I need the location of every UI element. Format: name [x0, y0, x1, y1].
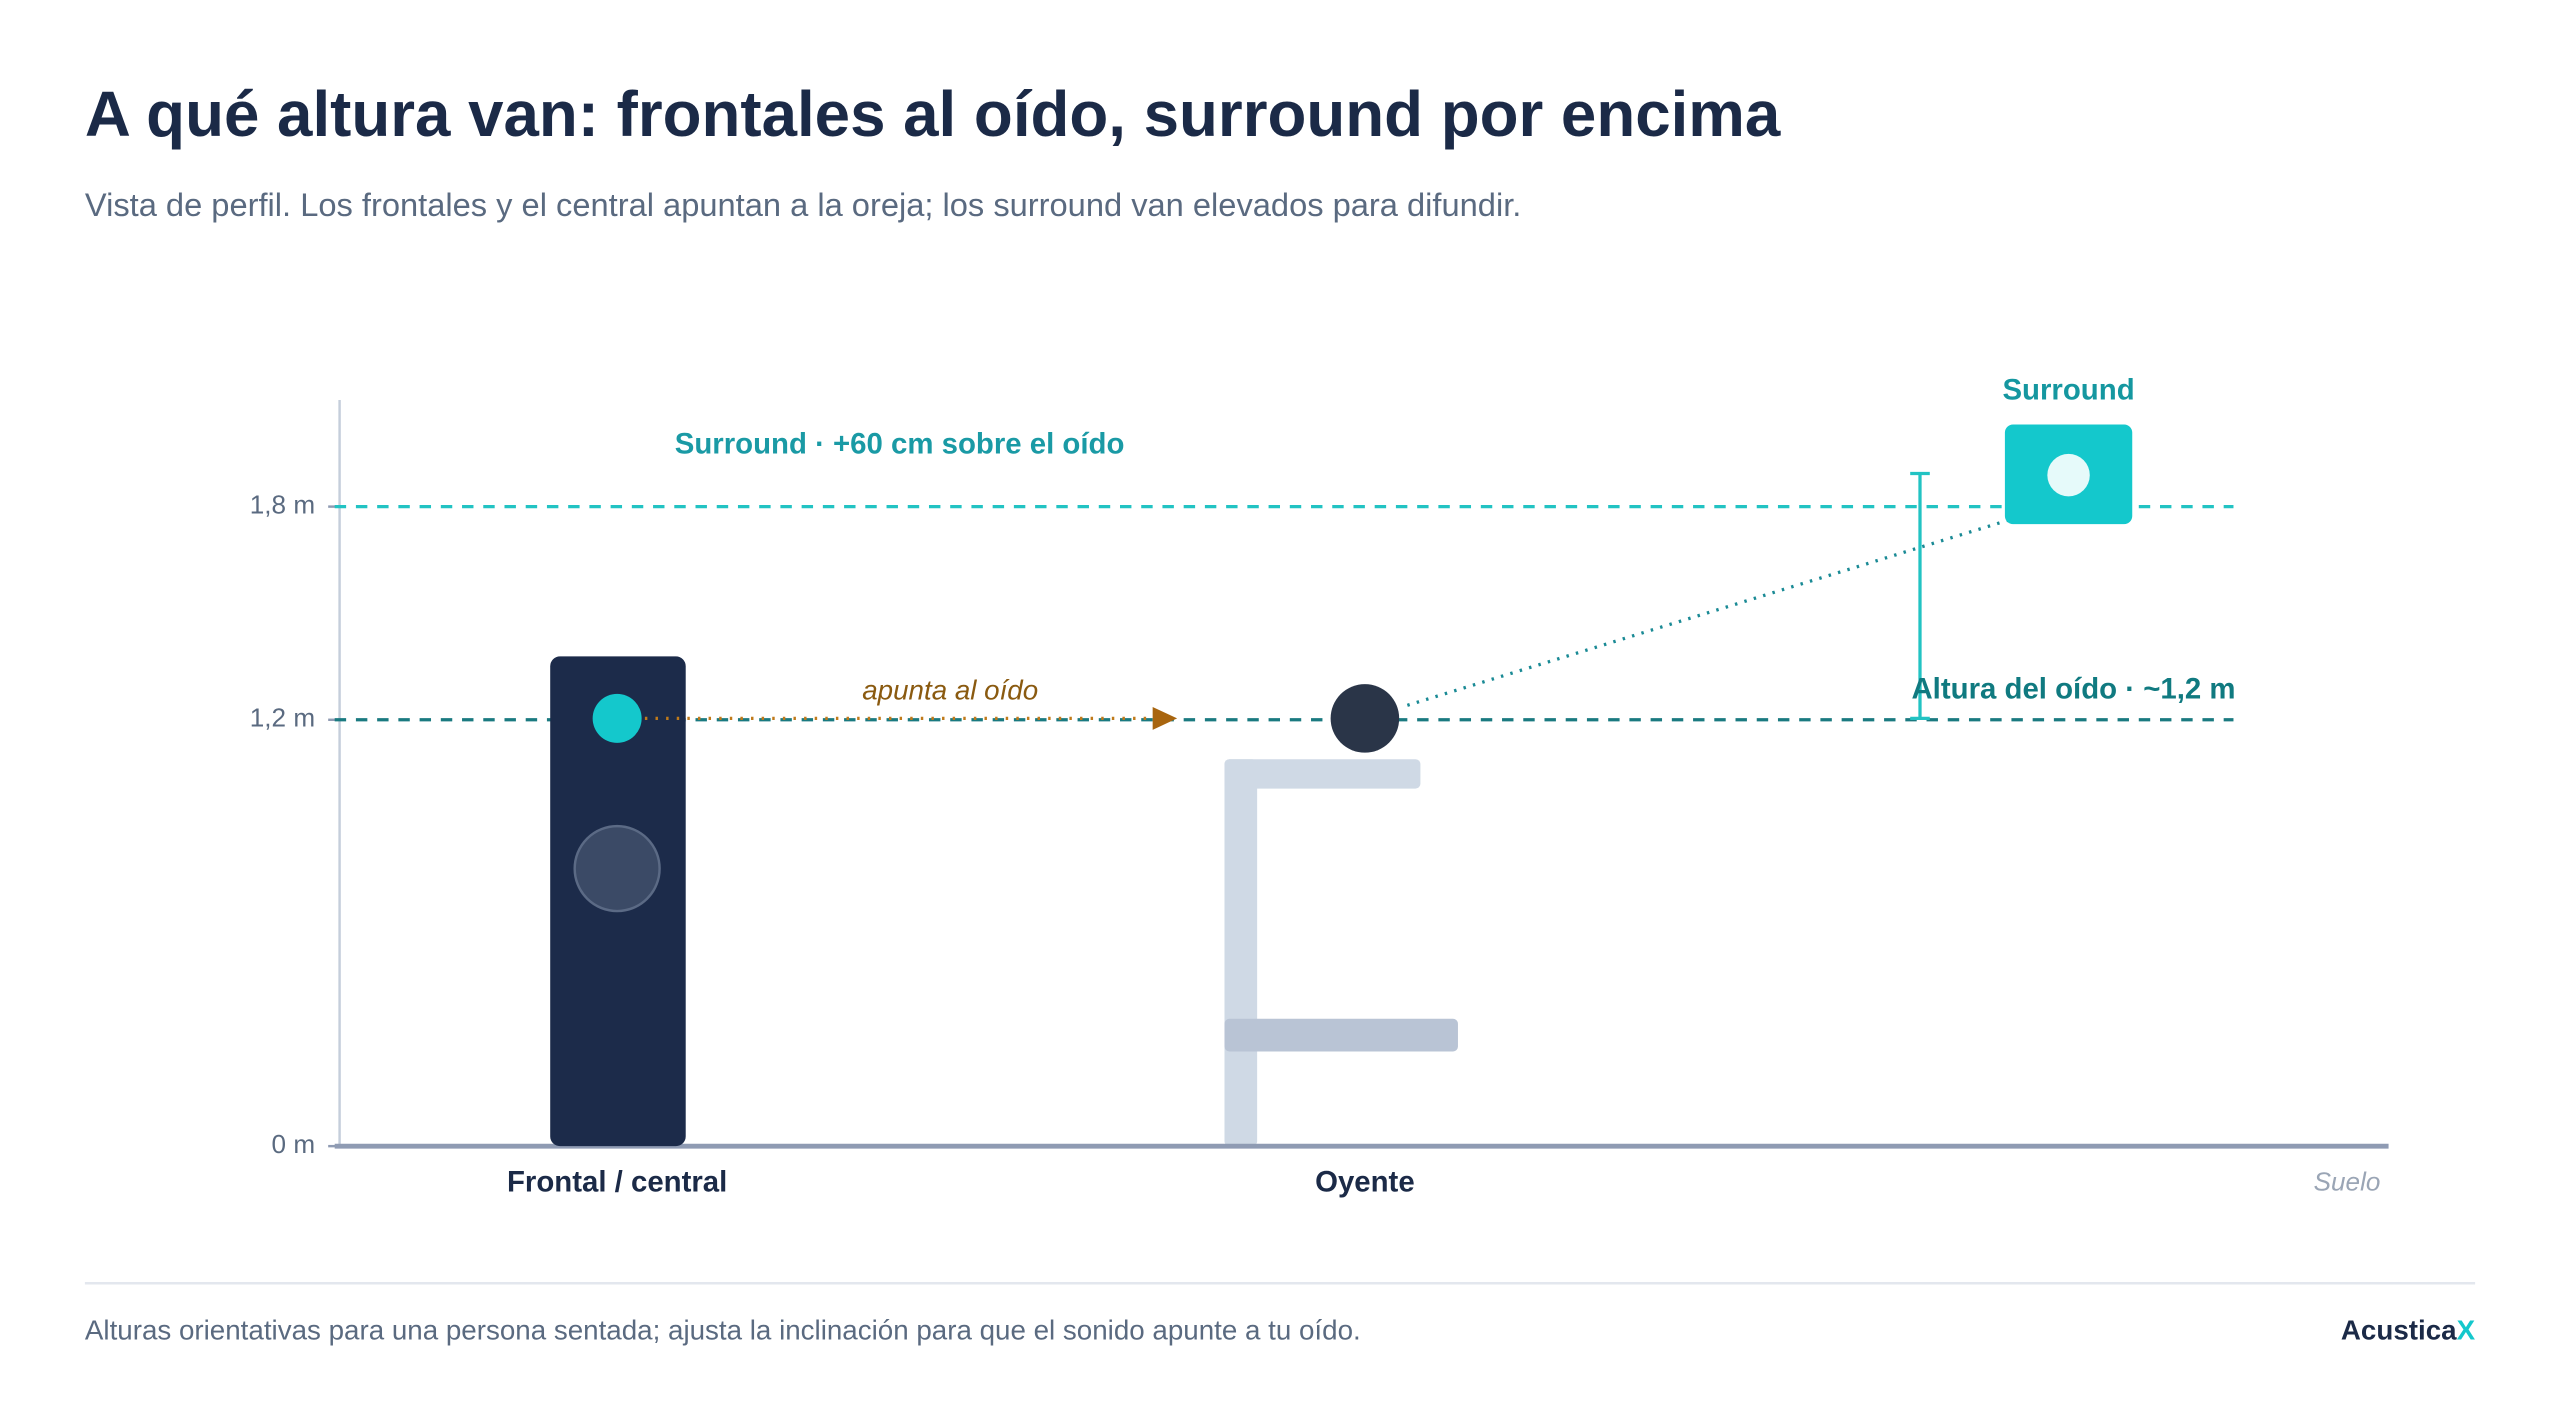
brand-name: Acustica [2341, 1315, 2457, 1346]
floor-label: Suelo [2314, 1167, 2381, 1197]
surround-label: Surround [2002, 374, 2134, 407]
chair-top [1224, 759, 1421, 789]
y-tick-label: 1,8 m [250, 490, 315, 520]
chair-seat [1224, 1018, 1458, 1052]
title: A qué altura van: frontales al oído, sur… [85, 79, 1781, 150]
footer-note: Alturas orientativas para una persona se… [85, 1315, 1361, 1346]
ear-height-label: Altura del oído · ~1,2 m [1911, 672, 2235, 705]
tweeter [592, 693, 642, 743]
front-label: Frontal / central [507, 1165, 727, 1198]
woofer [573, 824, 661, 913]
surround-line-label: Surround · +60 cm sobre el oído [675, 428, 1125, 461]
brand: AcusticaX [2341, 1315, 2476, 1346]
brand-accent: X [2457, 1315, 2476, 1346]
axis: 0 m 1,2 m 1,8 m [250, 400, 2234, 1159]
listener-label: Oyente [1315, 1165, 1415, 1198]
subtitle: Vista de perfil. Los frontales y el cent… [85, 186, 1521, 223]
y-tick-label: 1,2 m [250, 703, 315, 733]
aim-arrow [1152, 706, 1178, 730]
listener-head [1330, 684, 1400, 753]
chair-back [1224, 759, 1258, 1147]
y-tick-label: 0 m [272, 1129, 316, 1159]
aim-label: apunta al oído [862, 675, 1038, 706]
surround-driver [2047, 453, 2090, 497]
